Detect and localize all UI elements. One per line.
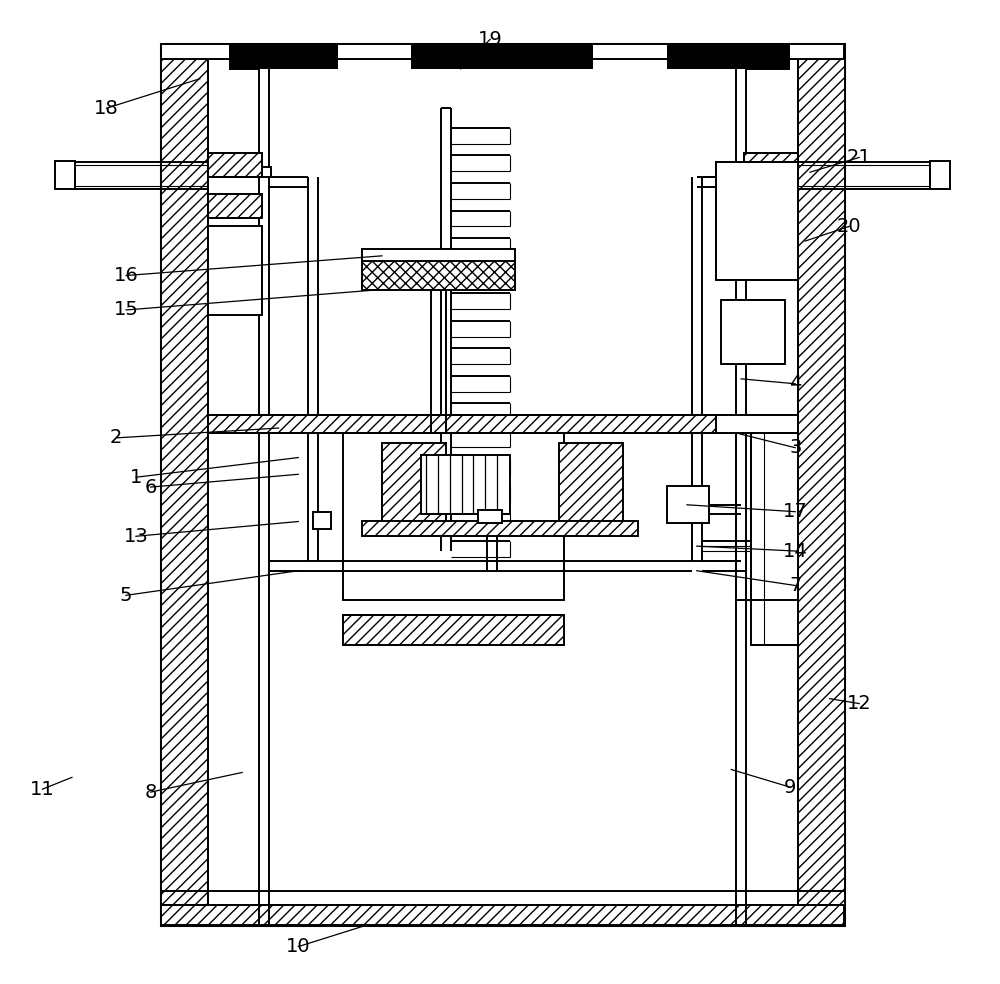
Bar (229, 44, 338, 69)
Text: 16: 16 (114, 266, 138, 285)
Text: 6: 6 (144, 477, 157, 497)
Text: 5: 5 (120, 585, 132, 605)
Text: 13: 13 (124, 526, 148, 546)
Text: 21: 21 (847, 148, 872, 167)
Bar (161, 44, 844, 925)
Bar (744, 153, 798, 177)
Text: 9: 9 (784, 777, 796, 797)
Bar (343, 615, 564, 645)
Bar (716, 162, 798, 280)
Bar (559, 443, 623, 523)
Bar (744, 194, 798, 218)
Text: 10: 10 (286, 937, 311, 956)
Bar (751, 433, 798, 645)
Bar (208, 226, 262, 315)
Text: 17: 17 (783, 502, 808, 522)
Text: 14: 14 (783, 541, 808, 561)
Text: 2: 2 (110, 428, 122, 448)
Text: 1: 1 (130, 467, 142, 487)
Bar (478, 510, 502, 523)
Text: 12: 12 (847, 694, 872, 713)
Bar (930, 161, 950, 189)
Bar (716, 415, 798, 433)
Bar (721, 300, 785, 364)
Bar (667, 486, 709, 523)
Bar (798, 44, 845, 925)
Bar (362, 249, 515, 261)
Bar (362, 259, 515, 290)
Bar (313, 512, 331, 529)
Bar (382, 443, 446, 523)
Bar (343, 418, 564, 600)
Bar (208, 153, 262, 177)
Text: 20: 20 (837, 216, 862, 236)
Text: 15: 15 (114, 300, 139, 320)
Bar (208, 194, 262, 218)
Text: 18: 18 (94, 98, 119, 118)
Text: 7: 7 (789, 576, 801, 595)
Text: 8: 8 (144, 782, 157, 802)
Bar (667, 44, 790, 69)
Text: 11: 11 (30, 779, 55, 799)
Bar (259, 167, 271, 177)
Text: 4: 4 (789, 374, 801, 394)
Bar (161, 44, 844, 59)
Text: 3: 3 (789, 438, 801, 458)
Bar (411, 44, 593, 69)
Bar (421, 455, 510, 514)
Bar (208, 415, 798, 433)
Bar (55, 161, 75, 189)
Text: 19: 19 (478, 30, 503, 49)
Bar (161, 905, 844, 925)
Bar (362, 521, 638, 536)
Bar (161, 44, 208, 925)
